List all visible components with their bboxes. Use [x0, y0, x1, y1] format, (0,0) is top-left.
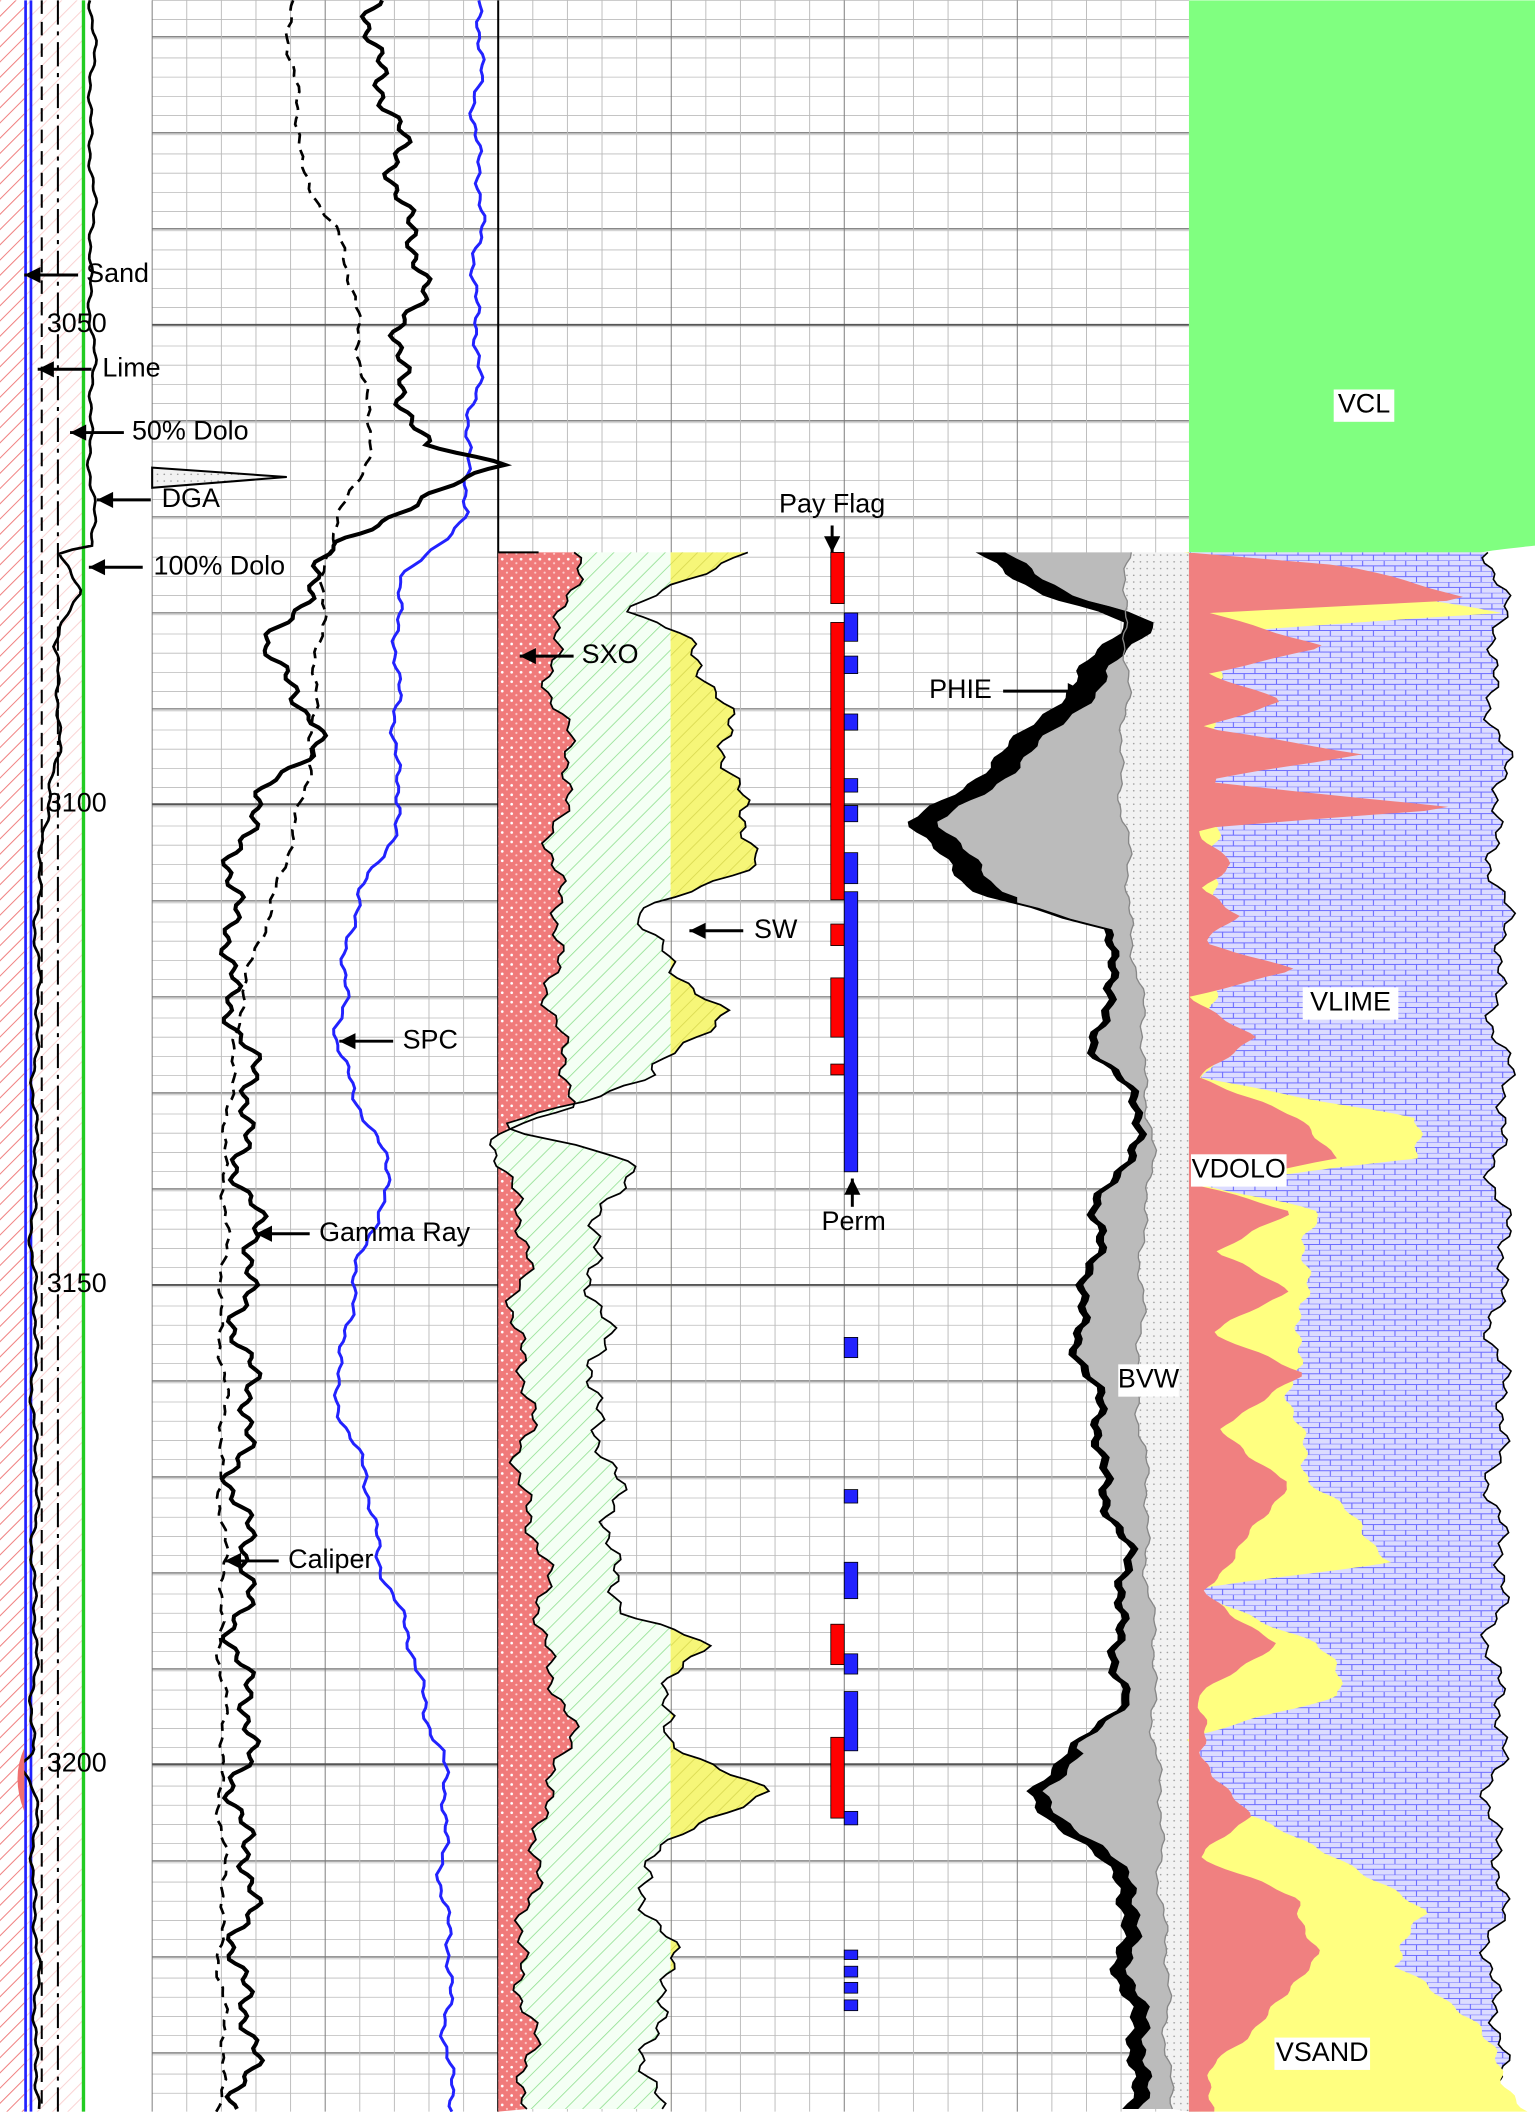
label-bg — [1333, 389, 1395, 422]
perm-flag — [843, 852, 859, 885]
perm-flag — [843, 1999, 859, 2012]
sxo-curve — [489, 551, 585, 2110]
arrowhead — [37, 361, 54, 378]
curve-label: Caliper — [288, 1544, 373, 1574]
volume-label: VLIME — [1310, 987, 1391, 1017]
caliper-curve — [214, 0, 373, 2112]
dga-spike — [151, 466, 287, 489]
volume-label: BVW — [1118, 1364, 1180, 1394]
pay-flag — [830, 1063, 845, 1076]
arrowhead — [224, 1552, 242, 1570]
volume-label: VDOLO — [1192, 1154, 1286, 1184]
curve-label: DGA — [162, 483, 220, 513]
bvw-fill — [937, 552, 1174, 2109]
arrowhead — [519, 648, 536, 665]
perm-flag — [843, 713, 859, 731]
curve-label: Perm — [822, 1206, 886, 1236]
spc-curve — [332, 0, 487, 2112]
perm-flag — [843, 1981, 859, 1994]
volume-label: VSAND — [1276, 2037, 1369, 2067]
pay-flag — [830, 923, 845, 946]
arrowhead — [24, 266, 41, 284]
label-bg — [1190, 1154, 1287, 1187]
pay-flag — [830, 622, 845, 901]
perm-flag — [843, 1489, 859, 1504]
arrowhead — [844, 1178, 861, 1195]
perm-flag — [843, 1691, 859, 1752]
curve-label: 50% Dolo — [132, 416, 249, 446]
pay-flag — [830, 552, 845, 604]
arrowhead — [1067, 683, 1084, 700]
sxo-fill — [489, 552, 584, 2112]
curve-label: Gamma Ray — [319, 1217, 471, 1247]
sw-yellow — [670, 552, 769, 2112]
gamma-ray-curve — [218, 0, 513, 2110]
label-bg — [1302, 987, 1399, 1020]
depth-label: 3200 — [47, 1747, 107, 1777]
vcl-fill — [1188, 0, 1535, 553]
dga-curve — [18, 0, 99, 2110]
label-bg — [1118, 1364, 1179, 1397]
perm-flag — [843, 1653, 859, 1675]
vdolo-fill — [1186, 552, 1463, 2112]
perm-flag — [843, 891, 859, 1173]
arrowhead — [339, 1033, 356, 1050]
curve-label: PHIE — [929, 674, 992, 704]
dga-red — [17, 1748, 25, 1812]
depth-label: 3150 — [47, 1268, 107, 1298]
volume-label: VCL — [1338, 389, 1390, 419]
perm-flag — [843, 1810, 859, 1826]
arrowhead — [689, 922, 706, 939]
sw-curve — [505, 551, 771, 2110]
curve-label: Pay Flag — [779, 488, 885, 518]
arrowhead — [824, 536, 841, 553]
vlime-fill — [1188, 552, 1516, 2112]
depth-label: 3100 — [47, 787, 107, 817]
bvw-dots — [1117, 552, 1189, 2112]
vlime-edge — [1478, 551, 1517, 2110]
pay-flag — [830, 1736, 845, 1819]
perm-flag — [843, 1965, 859, 1978]
pay-flag — [830, 1623, 845, 1666]
pay-flag — [830, 977, 845, 1038]
perm-flag — [843, 612, 859, 642]
curve-label: Sand — [86, 258, 149, 288]
curve-label: SXO — [582, 639, 639, 669]
perm-flag — [843, 655, 859, 675]
curve-label: Lime — [102, 352, 160, 382]
perm-flag — [843, 1561, 859, 1600]
curve-label: SW — [754, 914, 798, 944]
perm-flag — [843, 1337, 859, 1359]
arrowhead — [88, 559, 106, 576]
arrowhead — [96, 491, 114, 508]
depth-label: 3050 — [47, 308, 107, 338]
arrowhead — [255, 1225, 272, 1242]
arrowhead — [70, 424, 87, 441]
curve-label: 100% Dolo — [154, 550, 286, 580]
perm-flag — [843, 1949, 859, 1960]
phie-fill — [907, 552, 1154, 2109]
label-bg — [1274, 2037, 1371, 2070]
curve-label: SPC — [403, 1024, 458, 1054]
bvw-curve — [1117, 552, 1175, 2110]
perm-flag — [843, 805, 859, 823]
perm-flag — [843, 778, 859, 793]
